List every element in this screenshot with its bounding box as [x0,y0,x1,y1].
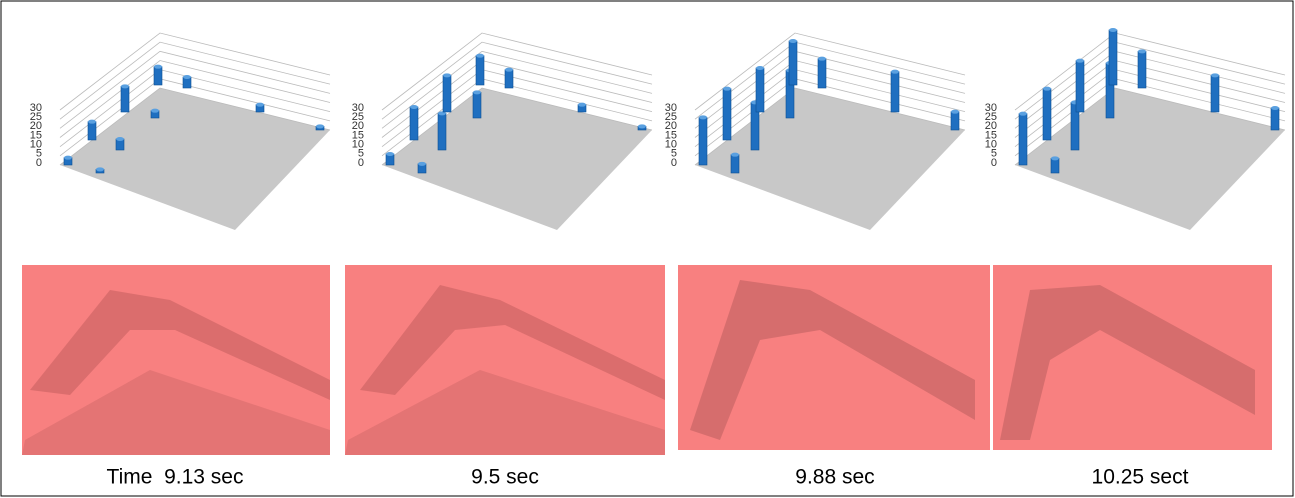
bar-top [183,75,191,79]
bar [443,75,451,112]
bar-top [891,70,899,74]
render-3 [678,265,990,450]
bar [121,86,129,112]
bar-top [1076,59,1084,63]
bar [1043,89,1051,140]
bar [1211,75,1219,112]
caption: 9.5 sec [471,466,539,489]
bar-top [756,66,764,70]
bar [1051,158,1059,173]
bar-top [154,65,162,69]
bar-top [476,54,484,58]
render-1 [22,265,330,455]
bar-top [1271,106,1279,110]
caption: 9.88 sec [795,466,874,489]
bar-top [638,124,646,128]
render-2 [345,265,665,455]
bar [699,117,707,165]
y-tick-label: 30 [352,102,364,114]
bar-top [151,109,159,113]
bar-top [410,105,418,109]
bar-top [116,137,124,141]
bar-top [256,103,264,107]
bar-top [731,153,739,157]
figure: Time 9.13 sec 9.5 sec 9.88 sec 10.25 sec… [0,0,1295,498]
bar [731,155,739,173]
bar-top [386,152,394,156]
bar-top [818,57,826,61]
bar [410,107,418,140]
bar-top [1211,73,1219,77]
bar-top [1043,87,1051,91]
y-tick-label: 30 [665,102,677,114]
bar-top [1051,156,1059,160]
y-tick-label: 30 [30,102,42,114]
bar-top [473,90,481,94]
bar-top [121,84,129,88]
bar [818,59,826,88]
bar [88,122,96,140]
bar [1138,51,1146,88]
bar-top [699,115,707,119]
bar [1076,61,1084,112]
y-tick-label: 30 [985,102,997,114]
render-4 [993,265,1272,450]
bar-top [316,124,324,128]
bar-top [64,156,72,160]
bar [756,68,764,112]
caption: Time 9.13 sec [107,466,244,489]
bar [473,92,481,118]
bar [891,72,899,112]
bar-top [578,103,586,107]
bar-top [443,73,451,77]
bar-top [505,68,513,72]
bar-top [1138,49,1146,53]
bar [951,112,959,130]
bar [154,67,162,85]
bar-top [418,162,426,166]
bar-top [723,87,731,91]
bar [1109,30,1117,85]
bar [1019,114,1027,165]
bar-top [96,167,104,171]
bar [723,89,731,140]
bar [438,113,446,150]
bar [476,56,484,85]
bar [505,70,513,88]
bar [1271,108,1279,130]
caption: 10.25 sect [1092,466,1189,489]
bar-top [88,120,96,124]
bar-top [1019,112,1027,116]
bar-top [951,110,959,114]
bar-top [1109,28,1117,32]
bar-top [789,39,797,43]
bar [789,41,797,85]
